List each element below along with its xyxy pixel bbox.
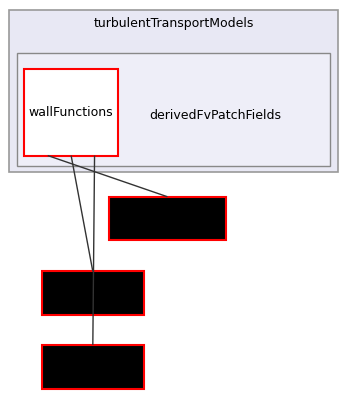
Text: wallFunctions: wallFunctions (29, 105, 113, 119)
FancyBboxPatch shape (109, 197, 226, 240)
FancyBboxPatch shape (24, 69, 118, 156)
FancyBboxPatch shape (9, 10, 338, 172)
Text: derivedFvPatchFields: derivedFvPatchFields (149, 109, 281, 122)
Text: turbulentTransportModels: turbulentTransportModels (93, 17, 254, 30)
FancyBboxPatch shape (42, 345, 144, 389)
FancyBboxPatch shape (42, 271, 144, 315)
FancyBboxPatch shape (17, 53, 330, 166)
